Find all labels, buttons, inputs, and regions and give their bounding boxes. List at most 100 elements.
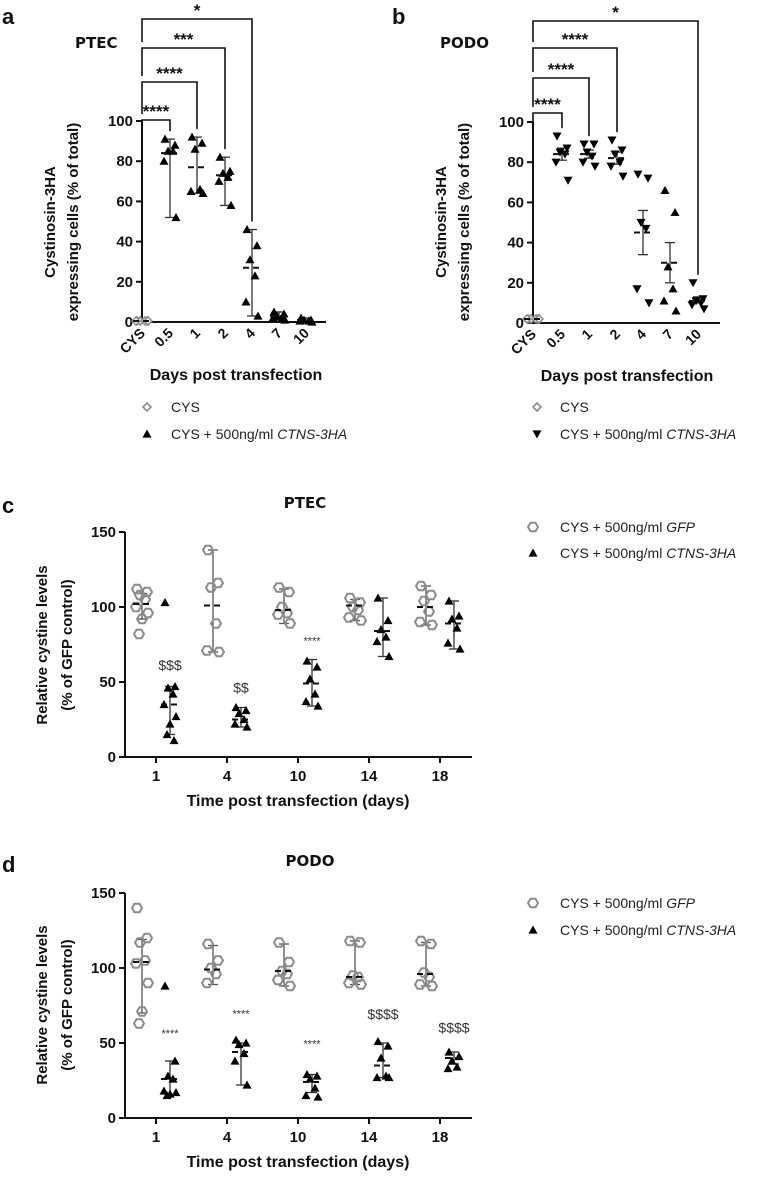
data-point: [301, 1091, 311, 1100]
x-tick-label: 10: [682, 326, 704, 348]
data-group: [413, 935, 439, 992]
data-point: [447, 614, 457, 623]
data-point: [381, 632, 391, 641]
data-point: [231, 703, 241, 712]
data-point: [187, 132, 197, 141]
data-point: [617, 146, 627, 155]
legend-item: CYS + 500ng/ml CTNS-3HA: [528, 922, 736, 938]
data-point: [578, 158, 588, 167]
data-point: [234, 1040, 244, 1049]
data-point: [163, 1071, 173, 1080]
data-point: [342, 612, 356, 623]
data-group: [372, 593, 394, 661]
data-point: [305, 1074, 315, 1083]
data-point: [282, 586, 296, 598]
data-group: $$$$: [438, 1020, 470, 1073]
legend-marker-icon: [142, 429, 152, 438]
significance-label: ****: [161, 1028, 179, 1040]
y-axis-label: Cystinosin-3HA: [433, 166, 450, 278]
data-point: [353, 937, 367, 948]
legend-marker-icon: [531, 401, 543, 413]
data-point: [170, 682, 180, 691]
data-point: [215, 152, 225, 161]
y-tick-label: 60: [116, 193, 133, 210]
significance-bracket: [532, 20, 699, 275]
data-group: [129, 902, 155, 1029]
data-point: [271, 974, 285, 986]
data-group: $$: [230, 680, 252, 731]
data-point: [268, 313, 278, 322]
legend-marker-icon: [528, 548, 538, 557]
x-tick-label: 10: [290, 1129, 307, 1146]
x-tick-label: 1: [186, 325, 203, 342]
data-point: [135, 1006, 149, 1017]
data-group: $$$: [158, 598, 182, 745]
significance-label: ****: [143, 102, 170, 121]
data-point: [618, 172, 628, 181]
data-point: [610, 150, 620, 159]
y-tick-label: 0: [125, 314, 133, 331]
significance-label: $$$$: [438, 1020, 469, 1036]
data-group: $$$$: [367, 1006, 399, 1082]
data-point: [230, 719, 240, 728]
data-point: [589, 140, 599, 149]
x-tick-label: 0.5: [543, 326, 568, 351]
data-point: [135, 613, 149, 625]
data-group: [271, 937, 297, 992]
data-point: [283, 980, 297, 992]
data-point: [200, 645, 214, 656]
y-tick-label: 0: [108, 749, 116, 766]
data-point: [198, 188, 208, 197]
legend-text: CYS + 500ng/ml: [560, 545, 666, 561]
data-point: [162, 730, 172, 739]
data-point: [211, 955, 225, 966]
data-point: [551, 158, 561, 167]
legend-label: CYS + 500ng/ml CTNS-3HA: [171, 426, 347, 442]
significance-bracket: [141, 47, 226, 150]
data-point: [443, 1064, 453, 1073]
data-point: [245, 255, 255, 264]
significance-label: ****: [303, 1039, 321, 1051]
data-point: [169, 736, 179, 745]
x-axis-label: Time post transfection (days): [187, 793, 410, 810]
x-tick-label: 18: [432, 1129, 449, 1146]
data-point: [424, 938, 438, 950]
data-group: [129, 583, 155, 640]
significance-label: ****: [548, 60, 575, 79]
panel-letter: c: [2, 493, 14, 518]
data-point: [130, 902, 144, 914]
x-tick-label: 7: [268, 325, 285, 342]
data-point: [171, 712, 181, 721]
significance-label: $$$: [158, 657, 182, 673]
data-group: [200, 938, 225, 989]
panel-title: PODO: [440, 34, 489, 52]
data-group: ****: [301, 1039, 323, 1101]
data-group: [342, 935, 368, 990]
y-axis-label: expressing cells (% of total): [456, 123, 473, 321]
y-tick-label: 40: [116, 234, 133, 251]
y-axis-label: Relative cystine levels: [34, 925, 51, 1084]
legend-item: CYS + 500ng/ml GFP: [526, 519, 696, 535]
panel-title: PODO: [286, 852, 335, 870]
data-point: [455, 644, 465, 653]
x-tick-label: 1: [152, 1129, 160, 1146]
data-point: [239, 1049, 249, 1058]
data-point: [159, 156, 169, 165]
data-group: [271, 582, 297, 629]
data-point: [563, 176, 573, 185]
data-point: [160, 981, 170, 990]
significance-label: ***: [174, 30, 194, 49]
data-point: [384, 652, 394, 661]
data-point: [305, 674, 315, 683]
data-point: [372, 1073, 382, 1082]
data-point: [225, 166, 235, 175]
y-axis-label: (% of GFP control): [59, 939, 76, 1070]
panel-title: PTEC: [75, 34, 117, 52]
legend-item: CYS + 500ng/ml GFP: [526, 895, 696, 911]
data-point: [168, 689, 178, 698]
data-point: [165, 719, 175, 728]
legend-text: CYS + 500ng/ml: [560, 922, 666, 938]
legend-item: CYS + 500ng/ml CTNS-3HA: [532, 426, 736, 442]
